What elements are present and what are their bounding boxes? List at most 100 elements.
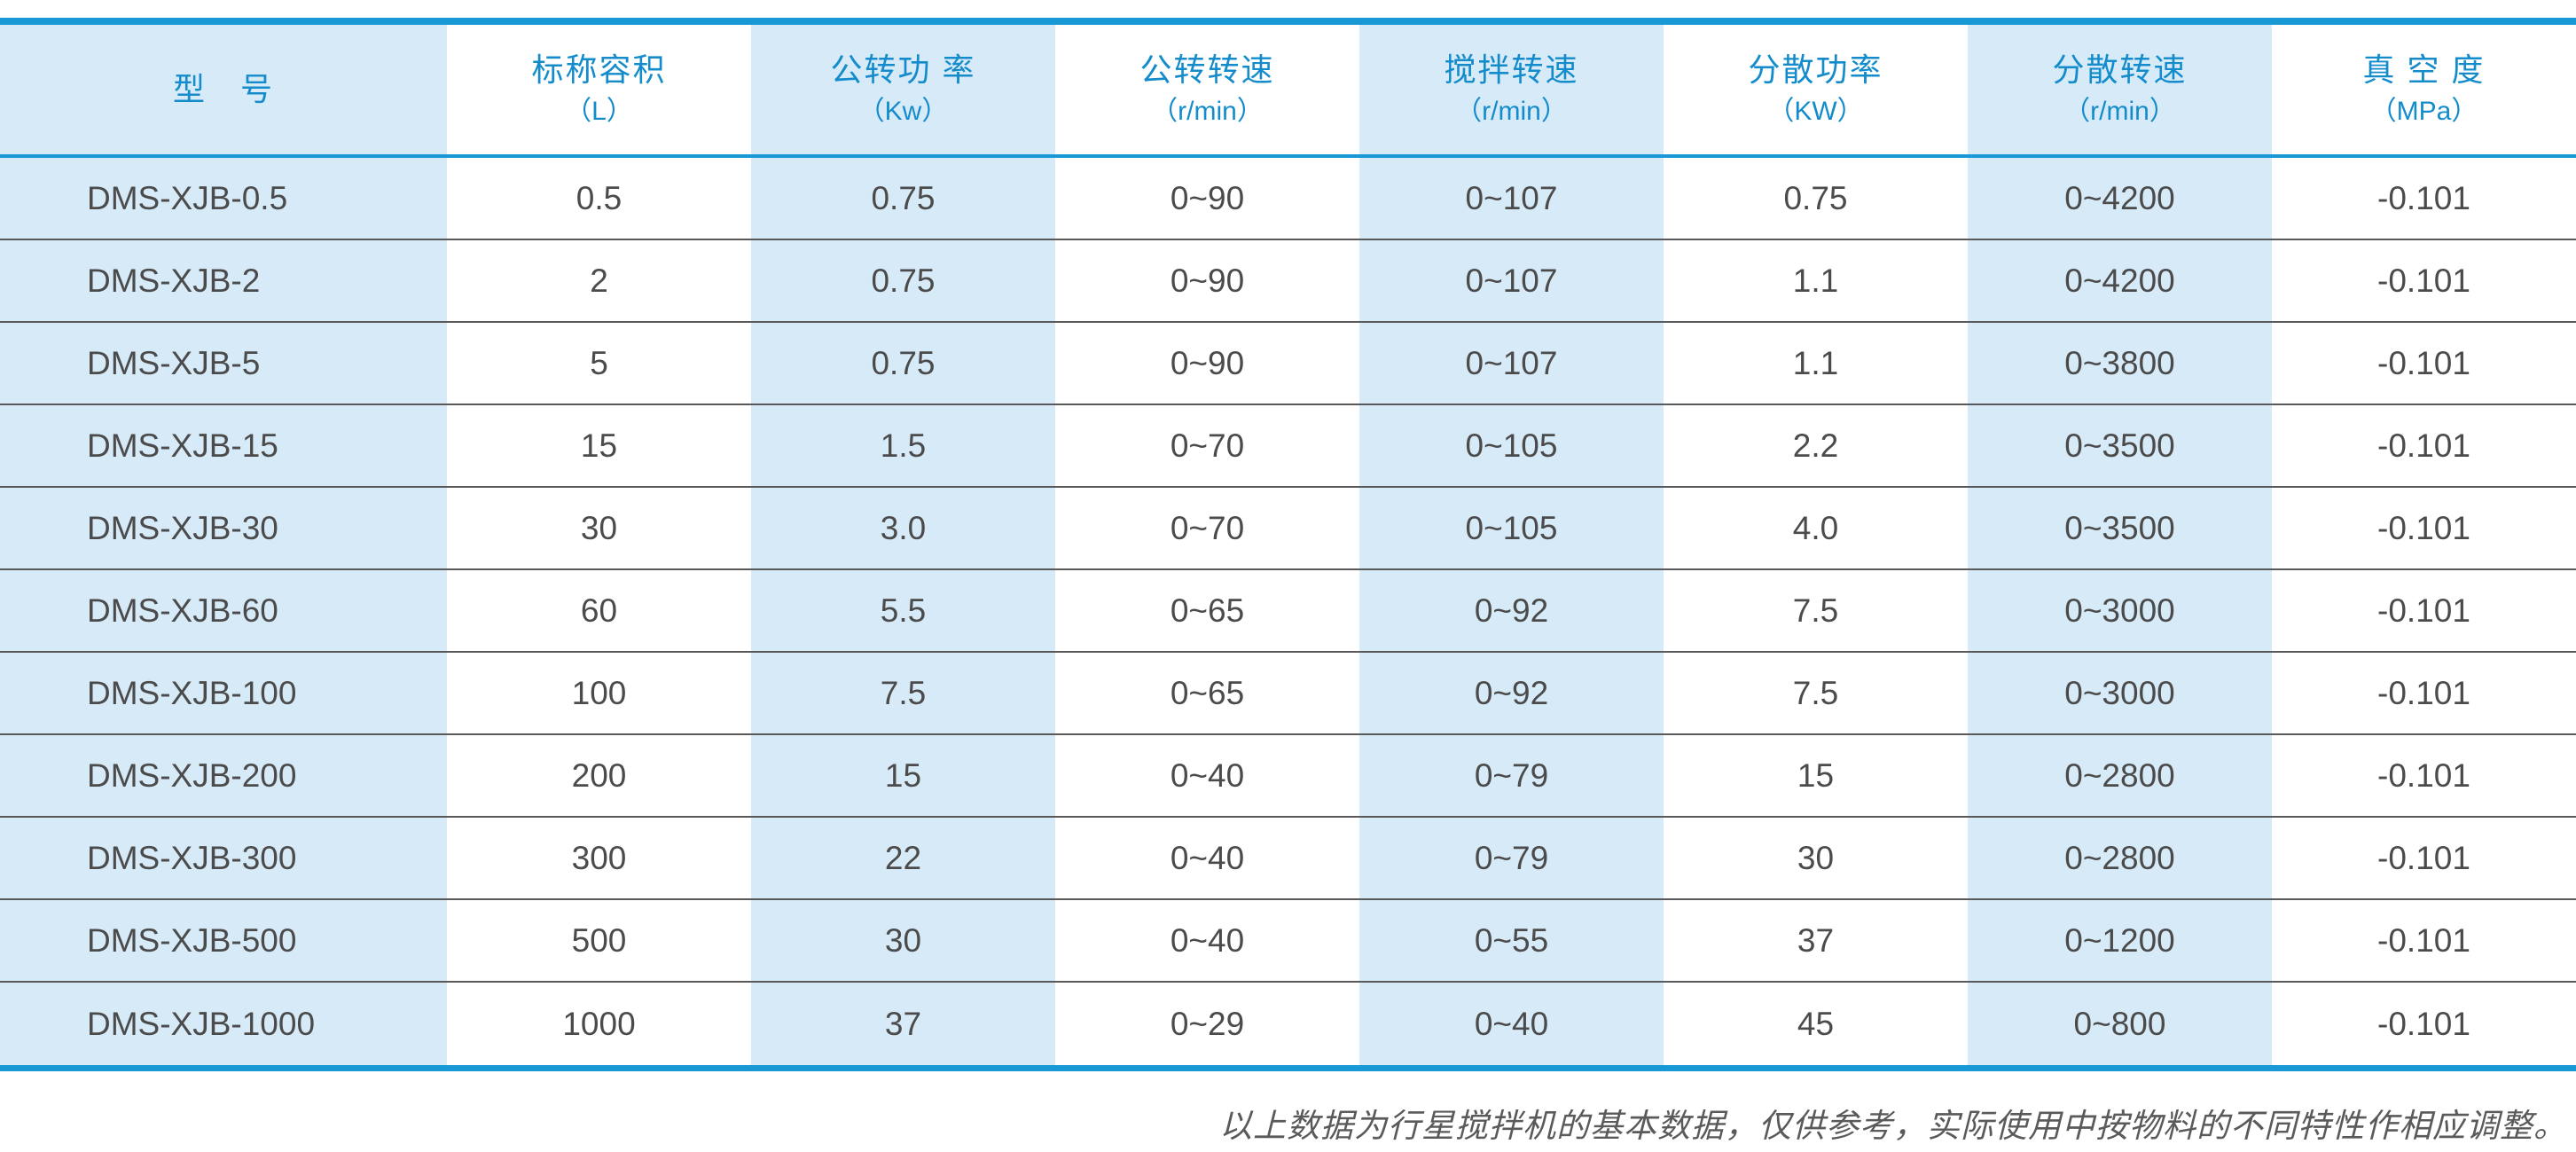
table-row-DMS-XJB-200: DMS-XJB-200 200 15 0~40 0~79 15 0~2800 -0.101 (0, 735, 2576, 818)
value-cell: -0.101 (2272, 818, 2576, 900)
table-row-DMS-XJB-500: DMS-XJB-500 500 30 0~40 0~55 37 0~1200 -0.101 (0, 900, 2576, 983)
value-cell: 0~70 (1055, 488, 1359, 570)
table-row-DMS-XJB-2: DMS-XJB-2 2 0.75 0~90 0~107 1.1 0~4200 -0.101 (0, 240, 2576, 323)
value-cell: -0.101 (2272, 900, 2576, 983)
header-cell-2: 公转功 率 （Kw） (751, 25, 1055, 154)
value-cell: 7.5 (751, 653, 1055, 735)
header-label: 真 空 度 (2362, 51, 2486, 88)
model-cell: DMS-XJB-500 (0, 900, 447, 983)
table-row-DMS-XJB-100: DMS-XJB-100 100 7.5 0~65 0~92 7.5 0~3000 -0.101 (0, 653, 2576, 735)
value-cell: 0.5 (447, 158, 751, 240)
header-unit: （L） (565, 97, 633, 126)
value-cell: 22 (751, 818, 1055, 900)
value-cell: 4.0 (1664, 488, 1968, 570)
value-cell: 5 (447, 323, 751, 405)
value-cell: 60 (447, 570, 751, 653)
model-cell: DMS-XJB-15 (0, 405, 447, 488)
value-cell: 30 (447, 488, 751, 570)
value-cell: 15 (447, 405, 751, 488)
header-cell-0: 型 号 (0, 25, 447, 154)
value-cell: 0~3500 (1968, 405, 2272, 488)
value-cell: 0~65 (1055, 653, 1359, 735)
value-cell: 1.5 (751, 405, 1055, 488)
header-cell-3: 公转转速 （r/min） (1055, 25, 1359, 154)
header-cell-7: 真 空 度 （MPa） (2272, 25, 2576, 154)
value-cell: 0.75 (751, 323, 1055, 405)
value-cell: 30 (1664, 818, 1968, 900)
value-cell: 0~92 (1359, 570, 1664, 653)
header-label: 分散转速 (2052, 51, 2188, 88)
value-cell: 15 (1664, 735, 1968, 818)
value-cell: 37 (1664, 900, 1968, 983)
header-unit: （KW） (1767, 97, 1864, 126)
value-cell: 0~40 (1055, 735, 1359, 818)
value-cell: 0~2800 (1968, 818, 2272, 900)
value-cell: -0.101 (2272, 983, 2576, 1065)
value-cell: -0.101 (2272, 240, 2576, 323)
value-cell: 500 (447, 900, 751, 983)
model-cell: DMS-XJB-2 (0, 240, 447, 323)
value-cell: 2 (447, 240, 751, 323)
header-label: 型 号 (172, 71, 274, 107)
header-cell-5: 分散功率 （KW） (1664, 25, 1968, 154)
value-cell: 100 (447, 653, 751, 735)
value-cell: 0.75 (751, 240, 1055, 323)
model-cell: DMS-XJB-0.5 (0, 158, 447, 240)
table-row-DMS-XJB-15: DMS-XJB-15 15 1.5 0~70 0~105 2.2 0~3500 -0.101 (0, 405, 2576, 488)
value-cell: 0~107 (1359, 158, 1664, 240)
model-cell: DMS-XJB-30 (0, 488, 447, 570)
header-cell-4: 搅拌转速 （r/min） (1359, 25, 1664, 154)
value-cell: 0.75 (751, 158, 1055, 240)
value-cell: 1.1 (1664, 323, 1968, 405)
planetary-mixer-spec-table: 型 号 标称容积 （L） 公转功 率 （Kw） 公转转速 （r/min） 搅拌转速 （r/min… (0, 18, 2576, 1071)
header-label: 标称容积 (531, 51, 667, 88)
value-cell: 0~79 (1359, 818, 1664, 900)
value-cell: 5.5 (751, 570, 1055, 653)
value-cell: 0~4200 (1968, 240, 2272, 323)
value-cell: -0.101 (2272, 323, 2576, 405)
value-cell: 0~105 (1359, 488, 1664, 570)
value-cell: 7.5 (1664, 570, 1968, 653)
value-cell: 200 (447, 735, 751, 818)
value-cell: 0~90 (1055, 158, 1359, 240)
table-body: DMS-XJB-0.5 0.5 0.75 0~90 0~107 0.75 0~4200 -0.… (0, 158, 2576, 1065)
value-cell: 0~90 (1055, 240, 1359, 323)
value-cell: 1000 (447, 983, 751, 1065)
header-label: 搅拌转速 (1444, 51, 1579, 88)
value-cell: 0~65 (1055, 570, 1359, 653)
value-cell: -0.101 (2272, 488, 2576, 570)
header-label: 公转转速 (1139, 51, 1275, 88)
value-cell: 0~29 (1055, 983, 1359, 1065)
value-cell: 45 (1664, 983, 1968, 1065)
value-cell: -0.101 (2272, 653, 2576, 735)
value-cell: 0~107 (1359, 240, 1664, 323)
value-cell: -0.101 (2272, 570, 2576, 653)
model-cell: DMS-XJB-200 (0, 735, 447, 818)
model-cell: DMS-XJB-100 (0, 653, 447, 735)
value-cell: 0~40 (1055, 818, 1359, 900)
value-cell: 0~3500 (1968, 488, 2272, 570)
header-label: 分散功率 (1748, 51, 1883, 88)
header-unit: （r/min） (1151, 97, 1264, 126)
value-cell: 0~2800 (1968, 735, 2272, 818)
footnote-text: 以上数据为行星搅拌机的基本数据，仅供参考，实际使用中按物料的不同特性作相应调整。 (1219, 1107, 2567, 1145)
header-unit: （Kw） (857, 97, 949, 126)
table-row-DMS-XJB-5: DMS-XJB-5 5 0.75 0~90 0~107 1.1 0~3800 -0.101 (0, 323, 2576, 405)
model-cell: DMS-XJB-300 (0, 818, 447, 900)
header-cell-1: 标称容积 （L） (447, 25, 751, 154)
model-cell: DMS-XJB-60 (0, 570, 447, 653)
value-cell: -0.101 (2272, 405, 2576, 488)
value-cell: 300 (447, 818, 751, 900)
value-cell: 0~105 (1359, 405, 1664, 488)
value-cell: 0~55 (1359, 900, 1664, 983)
value-cell: 0~3000 (1968, 653, 2272, 735)
model-cell: DMS-XJB-1000 (0, 983, 447, 1065)
header-unit: （r/min） (2063, 97, 2176, 126)
value-cell: 15 (751, 735, 1055, 818)
header-cell-6: 分散转速 （r/min） (1968, 25, 2272, 154)
value-cell: 0~4200 (1968, 158, 2272, 240)
header-unit: （MPa） (2369, 97, 2478, 126)
header-unit: （r/min） (1455, 97, 1568, 126)
value-cell: 30 (751, 900, 1055, 983)
